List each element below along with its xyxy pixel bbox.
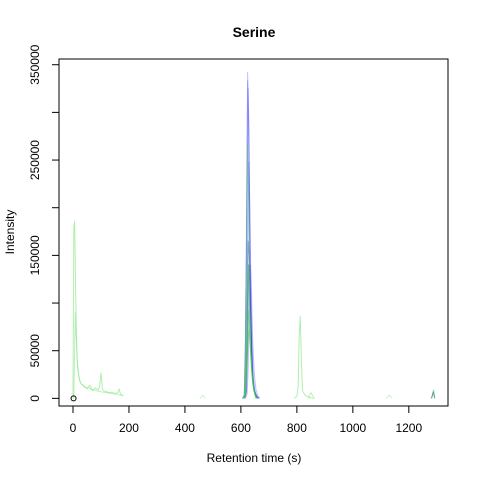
y-tick-label: 0 <box>28 395 42 402</box>
x-tick-label: 1000 <box>339 421 366 435</box>
x-axis: 0 200 400 600 800 1000 1200 <box>70 405 422 435</box>
x-tick-label: 600 <box>231 421 251 435</box>
y-tick-label: 350000 <box>28 44 42 84</box>
x-tick-label: 400 <box>175 421 195 435</box>
y-tick-label: 50000 <box>28 334 42 368</box>
series-line-16 <box>199 394 206 399</box>
data-point-origin <box>70 395 77 402</box>
series-line-13 <box>73 312 124 399</box>
y-axis: 0 50000 150000 250000 350000 <box>28 44 60 402</box>
series-line-17 <box>386 394 393 399</box>
series-line-3 <box>242 88 259 399</box>
x-tick-label: 800 <box>287 421 307 435</box>
x-tick-label: 0 <box>70 421 77 435</box>
data-layer <box>70 71 436 402</box>
x-tick-label: 200 <box>119 421 139 435</box>
series-line-14 <box>293 315 314 399</box>
series-line-19 <box>431 389 436 399</box>
series-line-12 <box>72 220 124 399</box>
x-tick-label: 1200 <box>395 421 422 435</box>
series-line-7 <box>244 264 261 399</box>
y-axis-label: Intensity <box>3 210 17 255</box>
y-tick-label: 250000 <box>28 140 42 180</box>
x-axis-label: Retention time (s) <box>207 451 302 465</box>
series-line-10 <box>242 310 257 399</box>
series-line-11 <box>243 329 257 399</box>
chart-title: Serine <box>233 24 276 40</box>
y-tick-label: 150000 <box>28 235 42 275</box>
series-line-15 <box>307 392 315 399</box>
